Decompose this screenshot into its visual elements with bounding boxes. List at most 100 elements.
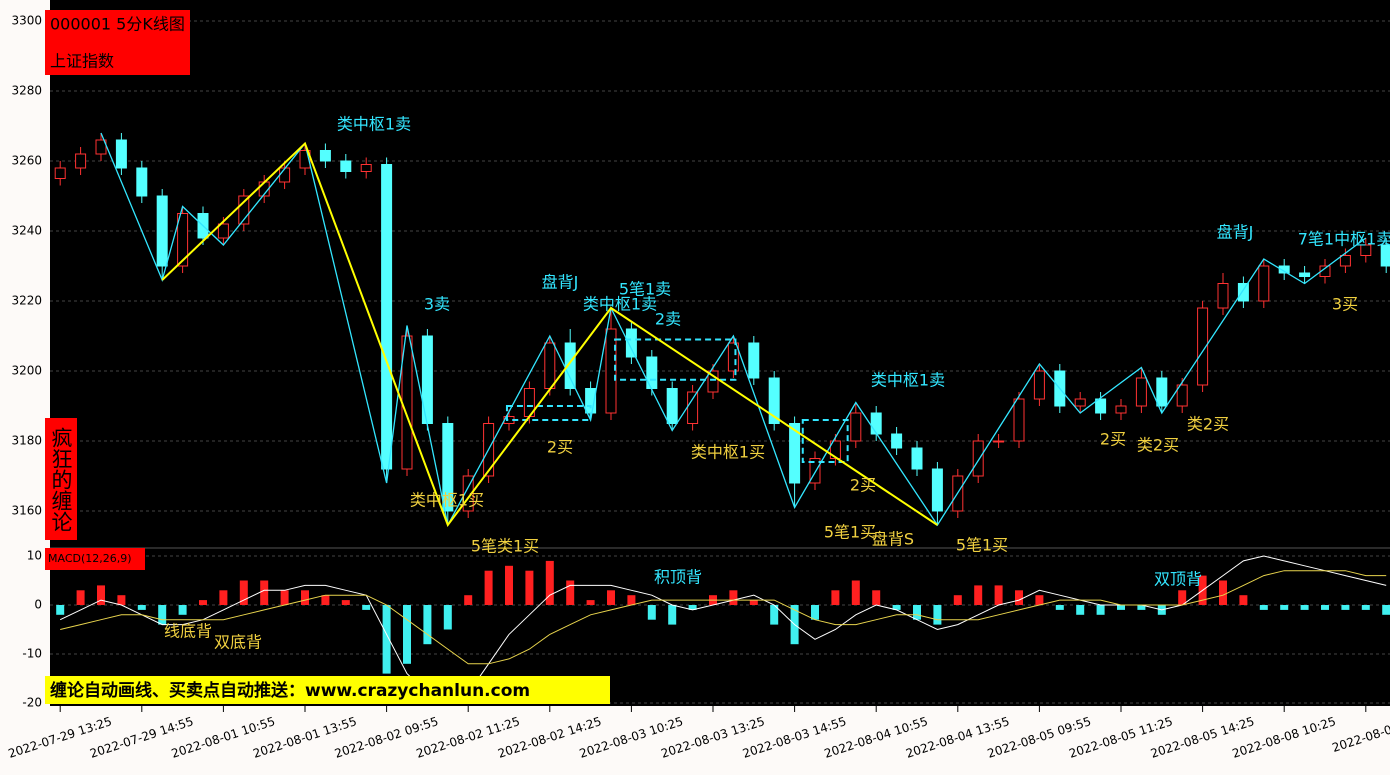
signal-label: 3卖: [424, 295, 450, 314]
candle-body: [1176, 384, 1188, 407]
signal-label: 类中枢1卖: [583, 295, 657, 314]
candle-body: [748, 342, 760, 379]
candle-body: [115, 139, 127, 169]
macd-bar: [627, 595, 636, 605]
candle-body: [707, 370, 719, 393]
y-tick-label: 10: [27, 549, 42, 563]
candle-body: [829, 440, 841, 459]
macd-bar: [729, 590, 738, 605]
macd-bar: [403, 605, 411, 664]
signal-label: 5笔1卖: [619, 280, 671, 299]
macd-bar: [97, 585, 105, 605]
macd-bar: [892, 605, 901, 610]
macd-bar: [239, 580, 248, 605]
macd-bar: [1361, 605, 1370, 610]
candle-body: [1360, 244, 1372, 256]
macd-bar: [1382, 605, 1390, 615]
plot-background: [50, 0, 1390, 706]
macd-bar: [974, 585, 983, 605]
y-tick-label: 3220: [11, 294, 42, 308]
macd-bar: [1015, 590, 1023, 605]
macd-bar: [505, 565, 513, 605]
macd-bar: [219, 590, 228, 605]
candle-body: [891, 433, 903, 449]
candle-body: [1033, 370, 1045, 400]
candle-body: [809, 458, 821, 484]
candle-body: [1197, 307, 1209, 386]
candle-body: [279, 167, 291, 183]
candle-body: [95, 139, 107, 155]
candle-body: [381, 164, 393, 470]
macd-bar: [994, 585, 1003, 605]
candle-body: [972, 440, 984, 477]
banner-box: [45, 676, 610, 704]
candle-body: [1258, 265, 1270, 302]
candle-body: [911, 447, 923, 470]
signal-label: 类中枢1买: [691, 443, 765, 462]
candle-body: [1156, 377, 1168, 407]
candle-body: [666, 388, 678, 424]
macd-bar: [1178, 590, 1187, 605]
macd-bar: [321, 595, 330, 605]
candle-body: [605, 328, 617, 414]
signal-label: 3买: [1332, 295, 1358, 314]
pivot-zone: [801, 419, 849, 463]
banner: 缠论自动画线、买卖点自动推送：www.crazychanlun.com: [50, 680, 530, 701]
macd-bar: [1137, 605, 1146, 610]
macd-bar: [1076, 605, 1085, 615]
signal-label: 类中枢1卖: [871, 371, 945, 390]
signal-label: 2买: [850, 476, 876, 495]
macd-bar: [178, 605, 187, 615]
candle-body: [870, 412, 882, 435]
macd-bar: [545, 560, 554, 605]
macd-bar: [1096, 605, 1105, 615]
signal-label: 5笔1买: [956, 536, 1008, 555]
candle-body: [1013, 398, 1025, 442]
candle-body: [993, 440, 1005, 443]
macd-bar: [668, 605, 677, 625]
candle-body: [727, 342, 739, 372]
y-tick-label: 3160: [11, 504, 42, 518]
macd-bar: [1117, 605, 1125, 610]
stroke-line: [100, 132, 1367, 527]
candle-body: [1380, 244, 1390, 267]
candle-body: [462, 475, 474, 512]
macd-bar: [933, 605, 942, 625]
macd-bar: [260, 580, 269, 605]
signal-label: 2买: [1100, 430, 1126, 449]
macd-bar: [117, 595, 126, 605]
macd-bar: [586, 600, 595, 605]
macd-bar: [1239, 595, 1248, 605]
macd-bar: [301, 590, 309, 605]
candle-body: [1278, 265, 1290, 274]
candle-body: [340, 160, 352, 172]
macd-bar: [647, 605, 656, 620]
candle-body: [687, 391, 699, 424]
candle-body: [1135, 377, 1147, 407]
segment-line: [161, 141, 938, 528]
signal-label: 类2买: [1137, 436, 1179, 455]
macd-bar: [1035, 595, 1044, 605]
candle-body: [1074, 398, 1086, 407]
signal-label: 2买: [547, 438, 573, 457]
macd-bar: [1300, 605, 1309, 610]
macd-bar: [1259, 605, 1268, 610]
x-tick-label: 2022-08-08: [1330, 720, 1390, 755]
macd-bar: [423, 605, 432, 645]
candle-body: [1339, 255, 1351, 267]
macd-bar: [872, 590, 881, 605]
y-tick-label: 3300: [11, 14, 42, 28]
candle-body: [625, 328, 637, 358]
candle-body: [544, 342, 556, 389]
signal-label: 类2买: [1187, 415, 1229, 434]
candle-body: [850, 412, 862, 442]
macd-bar: [341, 600, 350, 605]
candle-body: [360, 164, 372, 172]
signal-label: 盘背J: [1217, 223, 1254, 242]
macd-bar: [566, 580, 575, 605]
macd-line: [60, 570, 1387, 665]
candle-body: [177, 213, 189, 267]
macd-bar: [280, 590, 289, 605]
